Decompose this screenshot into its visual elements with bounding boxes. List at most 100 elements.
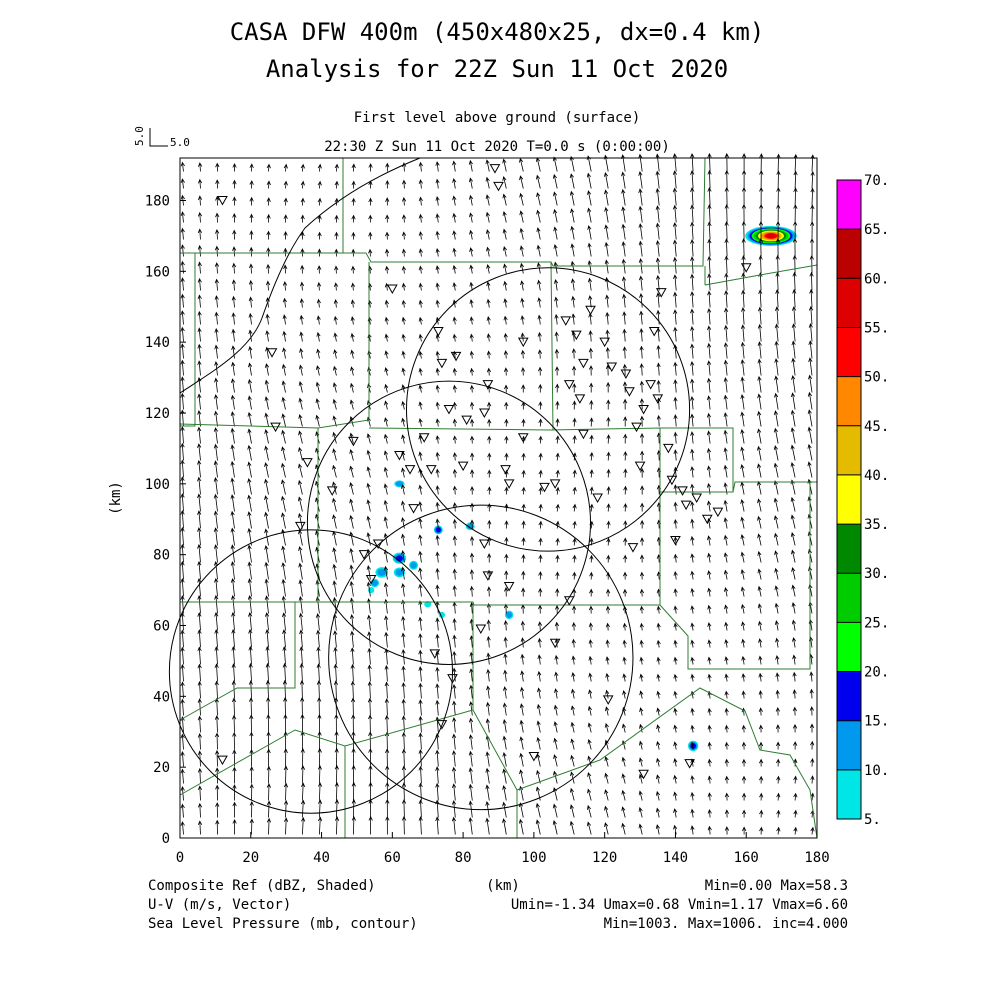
station-marker <box>645 380 657 390</box>
station-marker <box>503 479 515 489</box>
reflectivity-cell <box>371 580 378 586</box>
y-tick-label: 160 <box>145 264 170 280</box>
station-marker <box>634 461 646 472</box>
station-marker <box>418 433 430 443</box>
station-marker <box>563 380 575 390</box>
station-marker <box>348 436 359 447</box>
station-marker <box>432 327 444 337</box>
station-marker <box>670 536 681 546</box>
footer-left-line-1: Composite Ref (dBZ, Shaded) <box>148 878 376 894</box>
station-marker <box>539 482 550 493</box>
station-marker <box>450 351 462 362</box>
x-tick-label: 160 <box>734 850 759 866</box>
station-marker <box>270 422 281 433</box>
station-marker <box>482 571 494 581</box>
station-marker <box>217 196 228 206</box>
x-tick-label: 80 <box>455 850 472 866</box>
plot-background <box>180 158 817 838</box>
wind-vectors <box>180 152 815 835</box>
colorbar-label: 65. <box>864 222 889 238</box>
station-marker <box>602 695 614 705</box>
station-marker <box>372 539 384 550</box>
pressure-contour-layer <box>179 157 421 394</box>
station-marker <box>549 638 561 649</box>
station-marker <box>585 305 596 316</box>
station-marker <box>461 415 473 426</box>
colorbar-label: 40. <box>864 468 889 484</box>
colorbar-label: 30. <box>864 566 889 582</box>
station-marker <box>302 458 313 468</box>
y-tick-label: 80 <box>153 548 170 564</box>
vector-scale-label: 5.0 <box>170 136 190 149</box>
station-marker <box>365 574 377 585</box>
county-border <box>179 602 296 721</box>
colorbar-label: 25. <box>864 615 889 631</box>
colorbar-swatch <box>837 425 861 476</box>
station-marker <box>517 337 529 348</box>
station-marker <box>489 164 501 174</box>
vector-scale: 5.0 5.0 <box>133 126 190 149</box>
plot-area <box>168 152 818 839</box>
station-marker <box>408 504 419 514</box>
station-marker <box>571 330 582 341</box>
colorbar-label: 70. <box>864 173 889 189</box>
x-axis-label: (km) <box>486 878 520 894</box>
station-marker <box>578 358 589 369</box>
colorbar-swatch <box>837 720 861 771</box>
level-label: First level above ground (surface) <box>354 110 641 126</box>
station-marker <box>482 380 494 390</box>
station-marker <box>493 181 504 192</box>
station-marker <box>666 475 678 486</box>
x-tick-label: 100 <box>521 850 546 866</box>
x-tick-label: 60 <box>384 850 401 866</box>
radar-range-ring <box>405 267 691 552</box>
station-markers-layer <box>217 164 752 780</box>
y-tick-label: 140 <box>145 335 170 351</box>
x-tick-label: 120 <box>592 850 617 866</box>
footer-left-line-2: U-V (m/s, Vector) <box>148 897 291 913</box>
y-tick-label: 20 <box>153 760 170 776</box>
reflectivity-cell <box>435 527 441 533</box>
colorbar-swatch <box>837 180 861 230</box>
y-axis-label: (km) <box>108 481 124 515</box>
station-marker <box>425 465 437 475</box>
y-axis-ticks: 0 20 40 60 80 100 120 140 160 180 <box>145 194 186 847</box>
station-marker <box>517 433 529 443</box>
colorbar-label: 60. <box>864 271 889 287</box>
y-tick-label: 40 <box>153 689 170 705</box>
station-marker <box>475 624 487 635</box>
x-tick-label: 180 <box>804 850 829 866</box>
station-marker <box>560 316 572 326</box>
station-marker <box>528 752 540 762</box>
colorbar-swatch <box>837 474 861 525</box>
colorbar-swatch <box>837 769 861 820</box>
colorbar: 5. 10. 15. 20. 25. 30. 35. 40. 45. 50. 55. 60. 65. 70… <box>836 173 889 828</box>
station-marker <box>691 493 703 504</box>
station-marker <box>436 720 448 730</box>
plot-frame <box>179 157 818 839</box>
station-marker <box>680 500 692 511</box>
station-marker <box>443 404 455 415</box>
wind-vector-layer <box>180 152 815 835</box>
x-tick-label: 0 <box>176 850 184 866</box>
station-marker <box>624 387 635 397</box>
colorbar-swatch <box>837 622 861 672</box>
county-borders-layer <box>179 157 818 839</box>
station-marker <box>404 465 416 475</box>
radar-rings-layer <box>168 267 691 814</box>
colorbar-swatch <box>837 671 861 722</box>
county-border <box>660 427 734 493</box>
footer-right-line-1: Min=0.00 Max=58.3 <box>705 878 848 894</box>
reflectivity-cell <box>424 601 432 608</box>
station-marker <box>574 394 586 404</box>
station-marker <box>447 674 458 684</box>
station-marker <box>358 550 370 560</box>
county-border <box>179 262 370 429</box>
radar-range-ring <box>306 380 592 665</box>
station-marker <box>394 451 405 461</box>
station-marker <box>294 521 306 532</box>
colorbar-swatch <box>837 524 861 574</box>
station-marker <box>217 755 228 766</box>
colorbar-label: 15. <box>864 714 889 730</box>
colorbar-label: 35. <box>864 517 889 533</box>
